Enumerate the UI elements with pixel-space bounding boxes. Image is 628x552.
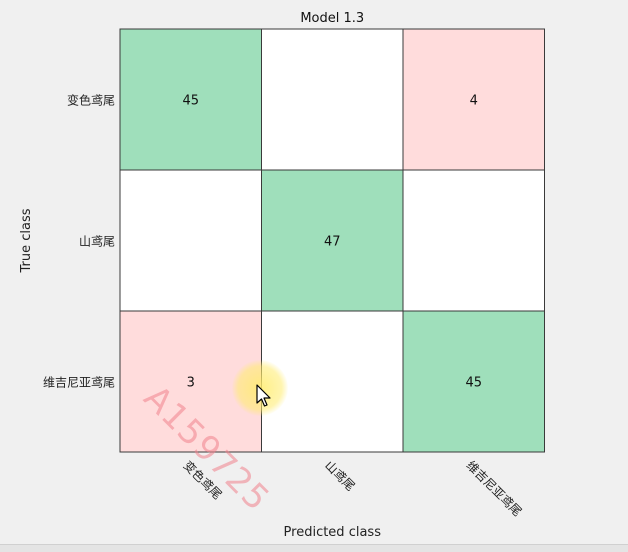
matrix-cell <box>402 28 545 171</box>
x-axis-label: Predicted class <box>284 525 382 540</box>
x-tick-label: 维吉尼亚鸢尾 <box>464 458 525 519</box>
chart-title: Model 1.3 <box>300 11 364 26</box>
cell-value-label: 3 <box>187 376 195 391</box>
matrix-cell <box>119 169 262 312</box>
y-tick-label: 维吉尼亚鸢尾 <box>43 376 115 390</box>
mouse-pointer-icon <box>256 384 271 407</box>
y-tick-label: 山鸢尾 <box>79 235 115 249</box>
matrix-cell <box>402 169 545 312</box>
y-axis-label: True class <box>19 208 34 273</box>
x-tick-label: 山鸢尾 <box>322 458 357 493</box>
matrix-cell <box>261 169 404 312</box>
status-bar <box>0 544 628 552</box>
matrix-cell <box>402 310 545 453</box>
matrix-cell <box>261 310 404 453</box>
matrix-cell <box>119 28 262 171</box>
matrix-cell <box>261 28 404 171</box>
cell-value-label: 4 <box>470 94 478 109</box>
x-tick-label: 变色鸢尾 <box>181 458 226 503</box>
y-tick-label: 变色鸢尾 <box>67 93 115 108</box>
cell-value-label: 45 <box>465 376 482 391</box>
cell-value-label: 47 <box>324 235 341 250</box>
cell-value-label: 45 <box>182 94 199 109</box>
